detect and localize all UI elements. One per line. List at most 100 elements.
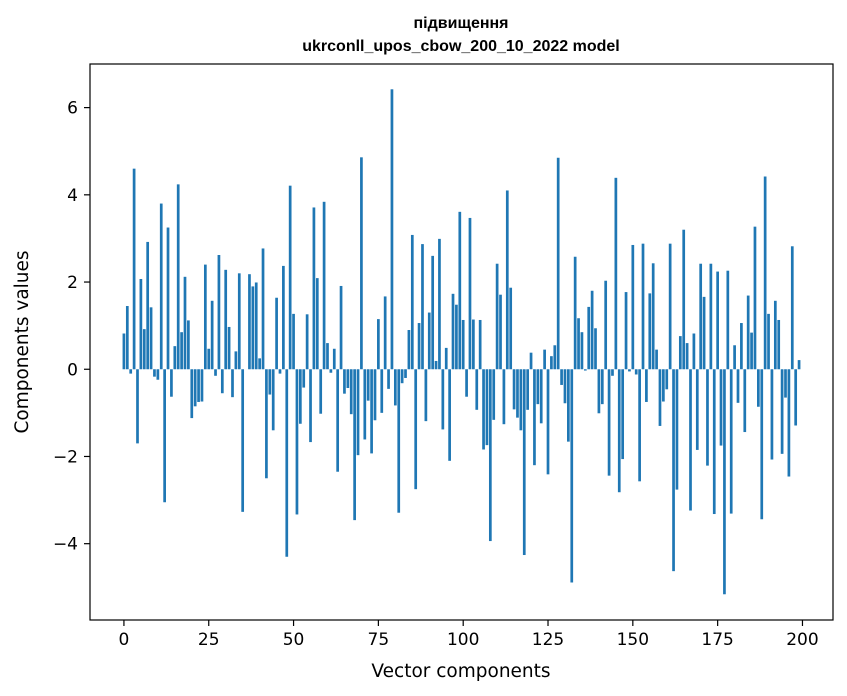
bar — [417, 323, 421, 370]
bar — [444, 347, 448, 370]
x-tick-label: 100 — [447, 630, 479, 650]
bar — [461, 319, 465, 370]
bar — [621, 369, 625, 460]
bar — [692, 333, 696, 370]
bar — [265, 369, 268, 479]
bar — [485, 369, 489, 446]
bar — [129, 369, 133, 374]
bar — [285, 369, 289, 557]
bar — [142, 329, 146, 370]
x-tick-label: 150 — [617, 630, 649, 650]
bar — [488, 369, 492, 542]
bar — [553, 345, 557, 370]
bar — [343, 369, 346, 394]
bar — [390, 89, 394, 370]
bar — [173, 346, 177, 370]
bar — [326, 343, 329, 370]
bar — [421, 244, 424, 370]
bar — [197, 369, 200, 402]
bar — [339, 285, 343, 370]
bar — [516, 369, 519, 418]
bar — [380, 369, 384, 413]
bar — [248, 274, 251, 370]
bar — [139, 278, 143, 370]
bar — [360, 157, 363, 370]
bar — [743, 369, 747, 433]
bar — [309, 369, 312, 443]
bar — [577, 318, 580, 370]
bar — [685, 343, 689, 370]
bar — [797, 360, 801, 370]
bar — [159, 203, 163, 370]
bar — [604, 280, 608, 370]
bar — [505, 190, 509, 370]
bar — [397, 369, 401, 513]
bar — [217, 255, 221, 370]
bar — [716, 271, 719, 370]
bar — [292, 313, 295, 370]
bar — [560, 369, 563, 385]
bar — [251, 286, 255, 370]
bar — [458, 211, 462, 370]
bar — [682, 229, 686, 370]
bar — [580, 332, 584, 370]
bar — [366, 369, 370, 401]
bar — [736, 369, 740, 403]
bar — [536, 369, 540, 405]
bar — [631, 244, 635, 370]
bar — [702, 296, 706, 370]
bar — [414, 369, 418, 490]
bar — [149, 307, 153, 370]
bar — [431, 255, 435, 370]
bar — [502, 369, 506, 425]
bar — [529, 352, 533, 370]
chart-title-line1: підвищення — [414, 15, 509, 32]
bar — [617, 369, 621, 493]
bar — [733, 345, 736, 370]
y-tick-label: −4 — [53, 535, 78, 555]
y-tick-label: −2 — [53, 447, 78, 467]
bar — [770, 369, 774, 460]
bar — [295, 369, 299, 515]
bar — [322, 201, 326, 370]
bar — [190, 369, 194, 419]
bar — [512, 369, 516, 410]
bar — [427, 312, 431, 370]
bar — [451, 293, 455, 370]
bar — [465, 369, 468, 397]
bar — [207, 348, 211, 370]
bar — [156, 369, 160, 380]
bar — [546, 369, 550, 475]
x-tick-label: 50 — [283, 630, 305, 650]
bar — [424, 369, 428, 422]
bar — [638, 369, 641, 482]
bar — [271, 369, 275, 431]
bar — [210, 300, 214, 370]
bar — [455, 304, 458, 370]
x-axis-label: Vector components — [371, 661, 550, 682]
bar — [611, 369, 614, 376]
bar — [478, 319, 482, 370]
bar — [784, 369, 787, 398]
bar — [570, 369, 574, 583]
bar — [645, 369, 648, 402]
bar — [288, 185, 292, 370]
bar — [712, 369, 716, 515]
x-tick-label: 200 — [786, 630, 818, 650]
y-tick-label: 0 — [67, 360, 78, 380]
bar — [672, 369, 675, 572]
bar — [373, 369, 377, 421]
bar — [719, 369, 723, 446]
bar — [533, 369, 536, 466]
bar — [407, 330, 411, 370]
bar — [438, 238, 441, 370]
bar — [241, 369, 245, 512]
bar — [298, 369, 302, 424]
bar — [665, 369, 669, 390]
bar — [153, 369, 156, 377]
bar — [448, 369, 451, 461]
bar — [763, 176, 767, 370]
bar — [658, 369, 662, 426]
bar — [794, 369, 798, 426]
bar — [315, 278, 319, 370]
